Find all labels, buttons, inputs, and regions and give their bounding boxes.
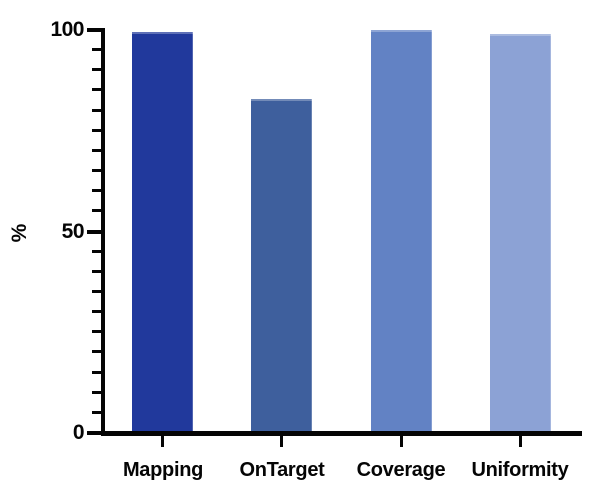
x-tick-coverage bbox=[400, 436, 403, 447]
y-tick-label: 50 bbox=[61, 220, 85, 243]
y-minor-tick bbox=[92, 350, 101, 353]
x-label-ontarget: OnTarget bbox=[239, 459, 325, 481]
y-minor-tick bbox=[92, 290, 101, 293]
y-major-tick bbox=[87, 28, 101, 32]
y-tick-label: 100 bbox=[50, 18, 84, 41]
y-minor-tick bbox=[92, 48, 101, 51]
y-minor-tick bbox=[92, 330, 101, 333]
y-axis-line bbox=[101, 28, 105, 436]
y-minor-tick bbox=[92, 250, 101, 253]
x-tick-uniformity bbox=[519, 436, 522, 447]
bar-coverage bbox=[371, 30, 432, 432]
y-major-tick bbox=[87, 431, 101, 435]
x-label-mapping: Mapping bbox=[122, 459, 204, 481]
x-label-coverage: Coverage bbox=[356, 459, 446, 481]
x-axis-line bbox=[101, 431, 582, 436]
y-minor-tick bbox=[92, 270, 101, 273]
x-tick-ontarget bbox=[280, 436, 283, 447]
y-minor-tick bbox=[92, 149, 101, 152]
bar-ontarget bbox=[251, 99, 312, 432]
y-minor-tick bbox=[92, 109, 101, 112]
y-tick-label: 0 bbox=[72, 421, 85, 444]
y-minor-tick bbox=[92, 189, 101, 192]
y-major-tick bbox=[87, 230, 101, 234]
y-minor-tick bbox=[92, 129, 101, 132]
bar-uniformity bbox=[490, 34, 551, 432]
y-minor-tick bbox=[92, 68, 101, 71]
bar-mapping bbox=[132, 32, 193, 432]
y-minor-tick bbox=[92, 169, 101, 172]
y-minor-tick bbox=[92, 310, 101, 313]
y-minor-tick bbox=[92, 371, 101, 374]
y-minor-tick bbox=[92, 88, 101, 91]
x-tick-mapping bbox=[161, 436, 164, 447]
y-minor-tick bbox=[92, 391, 101, 394]
x-label-uniformity: Uniformity bbox=[471, 459, 569, 481]
y-minor-tick bbox=[92, 411, 101, 414]
y-minor-tick bbox=[92, 209, 101, 212]
